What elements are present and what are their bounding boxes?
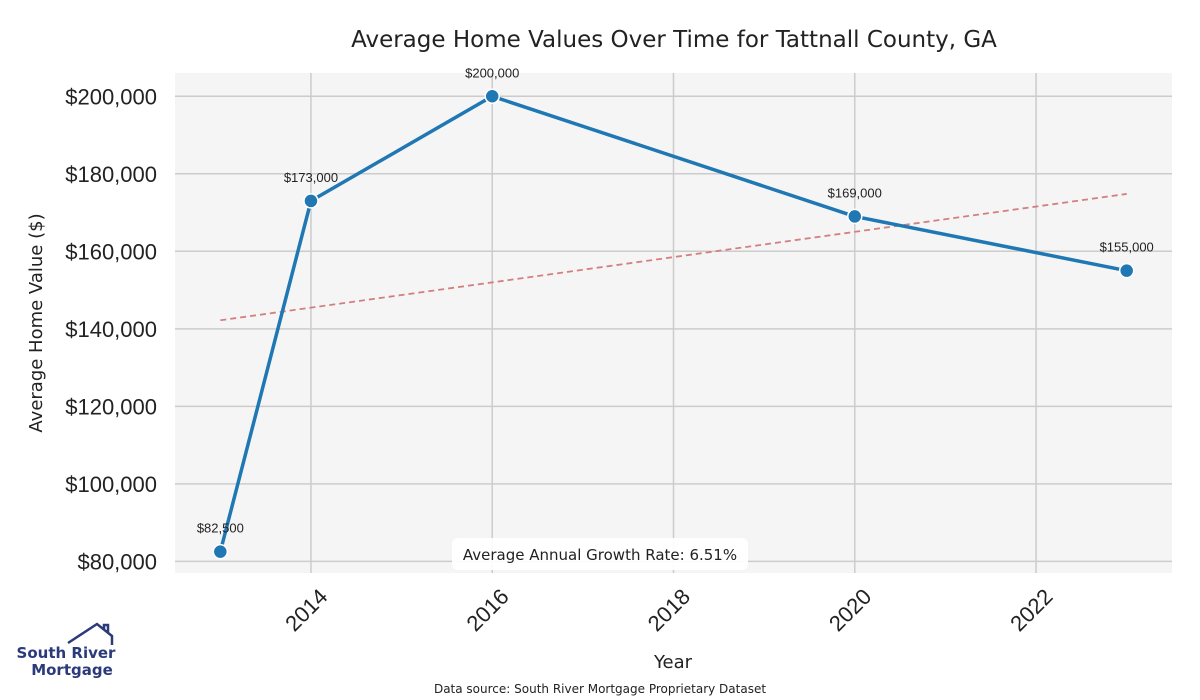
y-tick-label: $120,000 [65,394,157,419]
x-tick-label: 2016 [461,584,513,636]
y-tick-label: $180,000 [65,162,157,187]
x-tick-label: 2014 [280,584,332,636]
y-axis-label: Average Home Value ($) [26,213,47,432]
data-label: $200,000 [465,65,519,80]
data-point [303,193,319,209]
y-tick-label: $140,000 [65,317,157,342]
annotation-text: Average Annual Growth Rate: 6.51% [463,546,737,564]
x-axis-label: Year [653,652,693,673]
logo-text-line2: Mortgage [31,661,113,679]
y-tick-label: $100,000 [65,472,157,497]
data-point [847,208,863,225]
south-river-mortgage-logo: South River Mortgage [17,622,117,679]
data-point [212,543,229,560]
data-label: $169,000 [828,185,882,200]
data-label: $155,000 [1100,240,1154,255]
y-tick-label: $160,000 [65,239,157,264]
x-tick-label: 2022 [1005,584,1057,636]
chart-title: Average Home Values Over Time for Tattna… [351,27,997,53]
data-source-note: Data source: South River Mortgage Propri… [434,682,766,696]
data-point [1118,262,1135,279]
y-tick-label: $80,000 [77,549,157,574]
data-point [484,88,500,105]
logo-text-line1: South River [17,644,117,662]
y-tick-labels: $80,000 $100,000 $120,000 $140,000 $160,000 $… [65,84,157,574]
data-label: $82,500 [197,521,244,536]
annotation-box [452,538,748,570]
y-tick-label: $200,000 [65,84,157,109]
x-tick-labels: 2014 2016 2018 2020 2022 [280,584,1057,636]
data-points [212,88,1135,560]
growth-rate-annotation: Average Annual Growth Rate: 6.51% [452,538,748,570]
data-labels: $82,500 $173,000 $200,000 $169,000 $155,000 [197,65,1154,535]
x-tick-label: 2020 [824,584,876,636]
x-tick-label: 2018 [643,584,695,636]
data-label: $173,000 [284,170,338,185]
trend-line [220,193,1127,322]
house-roof-icon [67,622,114,645]
